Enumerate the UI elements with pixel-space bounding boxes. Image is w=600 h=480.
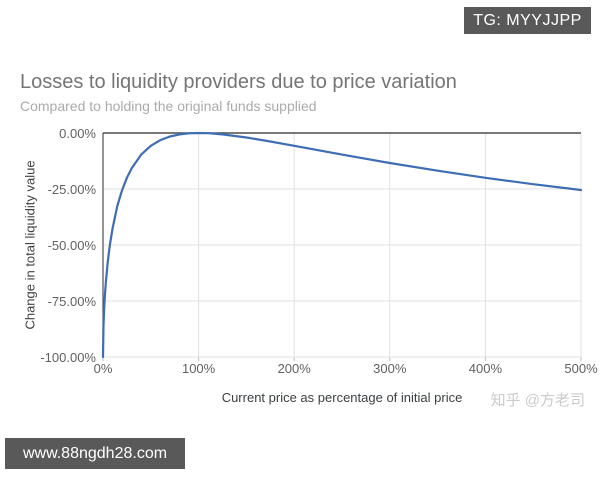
y-tick-label: -25.00% xyxy=(47,181,96,197)
zhihu-watermark: 知乎 @方老司 xyxy=(490,392,585,409)
chart-title: Losses to liquidity providers due to pri… xyxy=(20,71,457,93)
plot-area xyxy=(101,131,583,361)
x-axis-title: Current price as percentage of initial p… xyxy=(221,390,463,405)
y-tick-label: -75.00% xyxy=(47,293,96,309)
x-tick-label: 500% xyxy=(564,361,598,376)
x-tick-label: 200% xyxy=(277,361,311,376)
x-tick-label: 100% xyxy=(181,361,216,376)
chart-canvas xyxy=(101,131,583,361)
x-tick-label: 300% xyxy=(373,361,407,376)
y-tick-label: -100.00% xyxy=(40,349,96,365)
site-watermark-badge: www.88ngdh28.com xyxy=(5,438,185,469)
x-tick-label: 400% xyxy=(468,361,503,376)
chart-subtitle: Compared to holding the original funds s… xyxy=(20,98,317,114)
y-tick-label: 0.00% xyxy=(59,125,96,141)
x-tick-label: 0% xyxy=(93,361,113,376)
telegram-watermark-badge: TG: MYYJJPP xyxy=(464,7,591,34)
liquidity-loss-curve xyxy=(101,131,583,359)
y-tick-label: -50.00% xyxy=(47,237,96,253)
